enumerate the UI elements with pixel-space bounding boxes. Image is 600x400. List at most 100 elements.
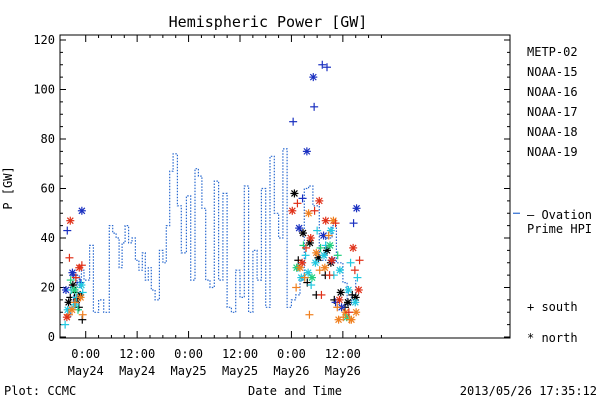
south-point <box>333 251 342 260</box>
south-point <box>355 256 364 265</box>
ovation-series <box>67 148 520 318</box>
north-point <box>321 216 330 225</box>
north-point <box>77 206 86 215</box>
north-point <box>62 285 70 294</box>
footer-plot-credit: Plot: CCMC <box>4 384 76 398</box>
north-point <box>347 315 356 324</box>
south-point <box>333 303 342 312</box>
north-point <box>77 281 86 290</box>
south-point <box>66 276 75 285</box>
south-point <box>289 117 298 126</box>
south-point <box>305 310 314 319</box>
south-point <box>313 226 322 235</box>
x-tick-time: 0:00 <box>277 347 306 361</box>
legend-item: NOAA-19 <box>527 145 578 159</box>
north-point <box>320 251 328 260</box>
north-point <box>351 298 360 307</box>
south-point <box>310 102 319 111</box>
south-point <box>302 243 310 252</box>
south-point <box>292 283 301 292</box>
north-point <box>336 288 345 297</box>
south-point <box>317 290 326 299</box>
north-point <box>344 285 353 294</box>
y-tick-label: 40 <box>41 231 55 245</box>
north-point <box>327 256 336 265</box>
south-point <box>65 253 74 262</box>
north-point <box>354 285 363 294</box>
south-point <box>307 281 316 290</box>
north-point <box>320 263 329 272</box>
north-point <box>64 298 73 307</box>
north-point <box>311 258 320 267</box>
south-point <box>331 219 340 228</box>
north-point <box>352 308 361 317</box>
north-point <box>306 234 315 242</box>
north-point <box>344 298 352 307</box>
north-point <box>312 248 321 257</box>
north-point <box>288 206 297 215</box>
y-tick-label: 120 <box>33 33 55 47</box>
north-point <box>62 313 71 322</box>
y-tick-label: 20 <box>41 281 55 295</box>
footer-timestamp: 2013/05/26 17:35:12 <box>460 384 597 398</box>
legend-item: NOAA-18 <box>527 125 578 139</box>
x-tick-time: 12:00 <box>222 347 258 361</box>
north-point <box>66 216 75 225</box>
south-point <box>344 308 353 317</box>
north-point <box>302 147 311 156</box>
legend-item: METP-02 <box>527 45 578 59</box>
x-tick-time: 12:00 <box>119 347 155 361</box>
y-tick-label: 60 <box>41 182 55 196</box>
x-axis-label: Date and Time <box>248 384 342 398</box>
north-point <box>290 189 299 198</box>
south-point <box>323 63 331 72</box>
south-point <box>71 298 79 307</box>
x-tick-time: 0:00 <box>71 347 100 361</box>
x-tick-time: 12:00 <box>325 347 361 361</box>
south-point <box>78 310 87 319</box>
north-point <box>70 285 79 294</box>
north-point <box>68 268 77 277</box>
y-axis-label: P [GW] <box>1 166 15 209</box>
south-point <box>301 251 310 260</box>
plot-frame <box>59 34 511 339</box>
ovation-label-line1: — Ovation <box>527 208 592 222</box>
x-tick-date: May24 <box>68 364 104 378</box>
north-point <box>315 196 324 205</box>
north-point <box>335 266 344 275</box>
legend: METP-02 NOAA-15 NOAA-16 NOAA-17 NOAA-18 NOAA-… <box>527 45 578 159</box>
x-tick-date: May26 <box>273 364 309 378</box>
north-point <box>309 73 318 82</box>
x-tick-date: May25 <box>222 364 258 378</box>
legend-item: NOAA-15 <box>527 65 578 79</box>
x-tick-date: May26 <box>325 364 361 378</box>
ovation-line <box>67 148 357 318</box>
ovation-label: — Ovation Prime HPI <box>527 208 592 236</box>
south-point <box>63 226 72 235</box>
south-point <box>61 320 70 329</box>
south-point <box>325 271 334 280</box>
south-point <box>318 60 327 69</box>
legend-item: NOAA-16 <box>527 85 578 99</box>
north-point <box>304 268 313 277</box>
north-point <box>326 241 334 250</box>
south-point <box>298 194 307 203</box>
x-axis: 0:00 May24 12:00 May24 0:00 May25 12:00 May25 0:… <box>68 35 382 378</box>
south-point <box>346 258 355 267</box>
south-point <box>310 206 319 215</box>
y-axis: 0 20 40 60 80 100 120 <box>33 33 510 344</box>
x-tick-time: 0:00 <box>174 347 203 361</box>
chart-title: Hemispheric Power [GW] <box>169 13 368 31</box>
south-point <box>316 243 325 252</box>
south-point <box>353 273 362 282</box>
south-point <box>349 219 358 228</box>
legend-item: NOAA-17 <box>527 105 578 119</box>
south-point <box>300 273 309 282</box>
north-point <box>334 315 343 324</box>
y-tick-label: 0 <box>48 330 55 344</box>
north-point <box>68 305 76 314</box>
y-tick-label: 80 <box>41 132 55 146</box>
south-point <box>324 231 333 240</box>
north-point <box>352 204 361 213</box>
